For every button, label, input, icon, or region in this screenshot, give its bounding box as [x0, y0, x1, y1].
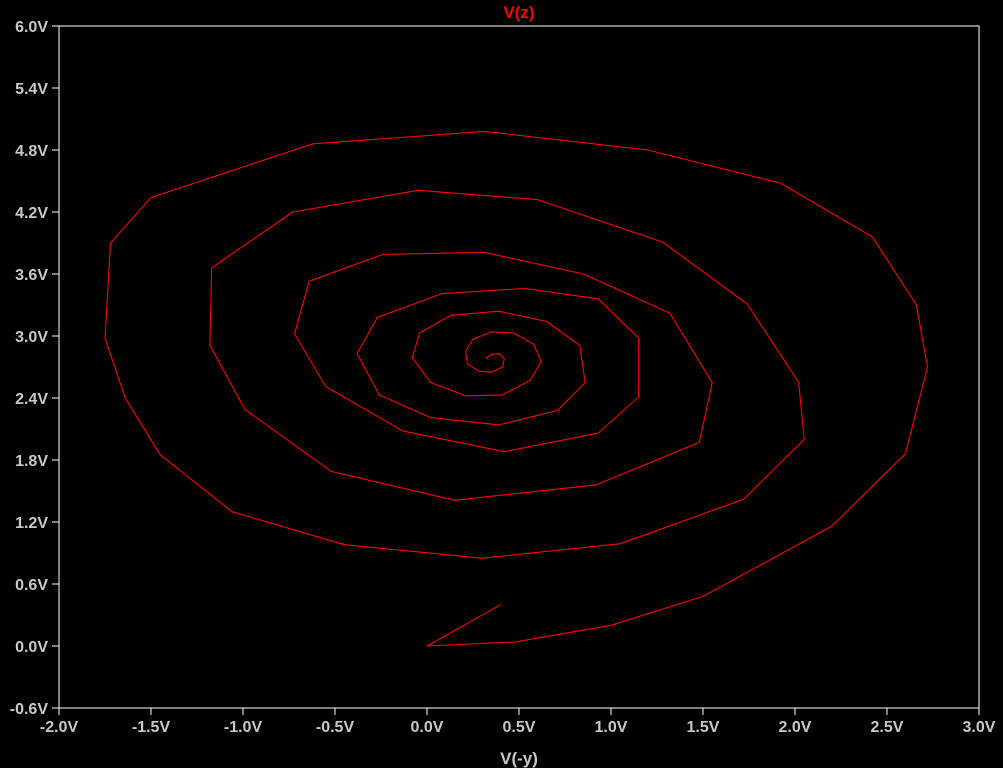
y-tick-label: 5.4V — [15, 81, 48, 98]
y-tick-label: 0.6V — [15, 577, 48, 594]
x-axis-ticks: -2.0V -1.5V -1.0V -0.5V 0.0V 0.5V 1.0V 1.5V 2.0V… — [40, 708, 996, 736]
x-tick-label: -1.0V — [224, 719, 263, 736]
y-axis-ticks: 6.0V 5.4V 4.8V 4.2V 3.6V 3.0V 2.4V 1.8V 1.2V 0.6V… — [10, 19, 59, 718]
x-tick-label: -1.5V — [132, 719, 171, 736]
x-axis-title: V(-y) — [500, 749, 538, 768]
x-tick-label: 2.5V — [871, 719, 904, 736]
plot-area — [58, 25, 980, 709]
x-tick-label: -0.5V — [316, 719, 355, 736]
series-layer — [104, 130, 929, 647]
chart-title: V(z) — [503, 3, 534, 22]
y-tick-label: 6.0V — [15, 19, 48, 36]
x-tick-label: 2.0V — [779, 719, 812, 736]
y-tick-label: 0.0V — [15, 639, 48, 656]
y-tick-label: -0.6V — [10, 701, 49, 718]
x-tick-label: 1.0V — [595, 719, 628, 736]
y-tick-label: 4.8V — [15, 143, 48, 160]
y-tick-label: 1.2V — [15, 515, 48, 532]
y-tick-label: 3.6V — [15, 267, 48, 284]
x-tick-label: -2.0V — [40, 719, 79, 736]
y-tick-label: 2.4V — [15, 391, 48, 408]
x-tick-label: 0.0V — [411, 719, 444, 736]
series-line-vz — [104, 130, 929, 647]
x-tick-label: 1.5V — [687, 719, 720, 736]
y-tick-label: 4.2V — [15, 205, 48, 222]
y-tick-label: 1.8V — [15, 453, 48, 470]
x-tick-label: 0.5V — [503, 719, 536, 736]
x-tick-label: 3.0V — [963, 719, 996, 736]
y-tick-label: 3.0V — [15, 329, 48, 346]
